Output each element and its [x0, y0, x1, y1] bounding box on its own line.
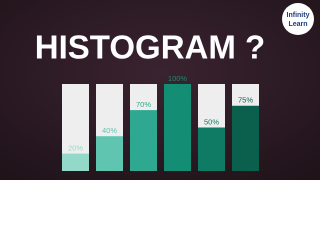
bar — [130, 110, 157, 171]
bar — [62, 153, 89, 171]
chart-title: HISTOGRAM ? — [35, 29, 265, 66]
value-label: 20% — [68, 144, 83, 153]
screen: HISTOGRAM ? Infinity Learn 20% 40% 70% 100%… — [0, 0, 320, 180]
bar — [96, 136, 123, 171]
logo-text: Infinity — [287, 12, 310, 19]
bar — [164, 84, 191, 171]
logo[interactable]: Infinity Learn — [282, 3, 314, 35]
value-label: 75% — [238, 96, 253, 105]
value-label: 50% — [204, 117, 219, 126]
bar — [198, 127, 225, 171]
background — [0, 0, 320, 180]
value-label: 70% — [136, 100, 151, 109]
value-label: 40% — [102, 126, 117, 135]
logo-text: Learn — [288, 21, 307, 28]
bar — [232, 105, 259, 171]
value-label: 100% — [168, 74, 188, 83]
logo-badge — [282, 3, 314, 35]
